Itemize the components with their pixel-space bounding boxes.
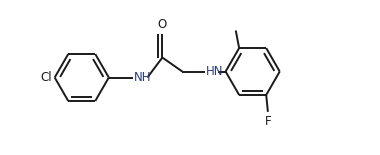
Text: O: O: [158, 18, 167, 31]
Text: F: F: [264, 115, 271, 128]
Text: Cl: Cl: [40, 71, 52, 84]
Text: HN: HN: [206, 65, 224, 78]
Text: NH: NH: [134, 71, 152, 84]
